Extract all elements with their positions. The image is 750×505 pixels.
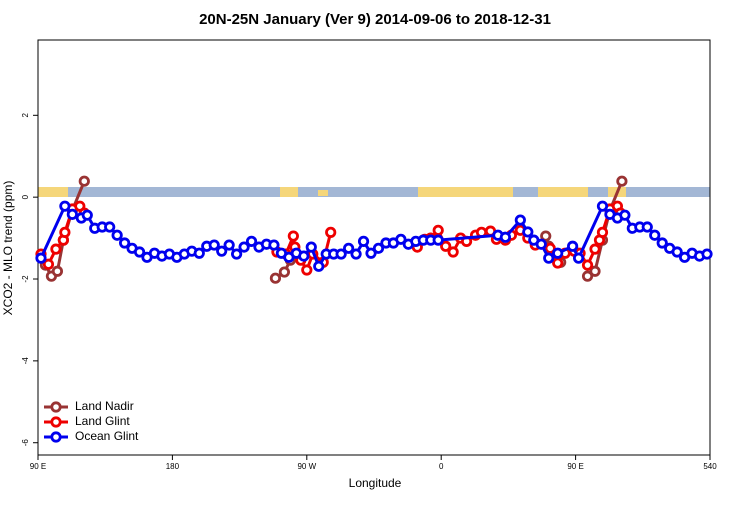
data-point xyxy=(193,247,205,259)
legend-label: Land Nadir xyxy=(75,399,134,413)
data-point xyxy=(589,265,601,277)
data-point xyxy=(543,252,555,264)
data-point xyxy=(552,247,564,259)
data-point xyxy=(372,242,385,254)
x-axis-label: Longitude xyxy=(349,476,402,490)
y-tick-label: -4 xyxy=(21,357,30,365)
data-point xyxy=(535,238,547,250)
data-point xyxy=(641,221,653,233)
data-point xyxy=(671,246,683,258)
data-point xyxy=(649,229,661,241)
x-tick-label: 540 xyxy=(703,462,717,471)
data-point xyxy=(305,241,317,253)
data-point xyxy=(51,265,64,277)
data-point xyxy=(119,237,131,249)
data-point xyxy=(572,252,585,264)
data-point xyxy=(596,226,609,238)
data-point xyxy=(287,230,299,242)
y-tick-label: 0 xyxy=(21,194,30,199)
x-tick-label: 0 xyxy=(439,462,444,471)
data-point xyxy=(701,248,713,260)
data-point xyxy=(208,239,220,251)
data-point xyxy=(238,241,250,253)
legend-marker xyxy=(50,431,62,443)
data-point xyxy=(656,237,668,249)
y-axis-label: XCO2 - MLO trend (ppm) xyxy=(1,181,15,316)
data-point xyxy=(335,248,347,260)
data-point xyxy=(567,240,579,252)
data-point xyxy=(231,248,243,260)
data-point xyxy=(81,209,93,221)
data-point xyxy=(50,243,62,255)
data-point xyxy=(59,226,71,238)
data-point xyxy=(540,230,552,242)
data-point xyxy=(298,250,310,262)
data-point xyxy=(499,231,512,243)
data-point xyxy=(66,208,78,220)
data-point xyxy=(552,257,564,269)
data-point xyxy=(616,175,628,187)
x-tick-label: 90 W xyxy=(297,462,316,471)
data-point xyxy=(544,242,556,254)
legend-label: Ocean Glint xyxy=(75,429,139,443)
data-point xyxy=(343,242,355,254)
data-point xyxy=(223,239,235,251)
x-tick-label: 180 xyxy=(166,462,180,471)
chart-title: 20N-25N January (Ver 9) 2014-09-06 to 20… xyxy=(199,11,551,28)
map-strip xyxy=(38,187,710,197)
x-tick-label: 90 E xyxy=(30,462,46,471)
data-point xyxy=(313,260,325,272)
y-tick-label: -6 xyxy=(21,439,30,447)
data-point xyxy=(325,226,337,238)
data-point xyxy=(350,248,362,260)
data-point xyxy=(440,240,452,252)
plot-frame xyxy=(37,39,711,456)
data-point xyxy=(619,209,631,221)
y-tick-label: 2 xyxy=(21,113,30,118)
legend-marker xyxy=(50,416,62,428)
data-point xyxy=(78,175,90,187)
legend-label: Land Glint xyxy=(75,414,130,428)
y-tick-label: -2 xyxy=(21,275,30,283)
data-point xyxy=(589,243,601,255)
data-point xyxy=(581,259,594,271)
data-point xyxy=(133,246,146,258)
data-point xyxy=(104,221,116,233)
data-point xyxy=(245,235,258,247)
data-point xyxy=(269,272,282,284)
data-point xyxy=(357,235,370,247)
data-point xyxy=(278,266,290,278)
legend-marker xyxy=(50,401,62,413)
data-point xyxy=(447,246,459,258)
data-point xyxy=(514,214,526,226)
data-point xyxy=(365,247,377,259)
data-point xyxy=(301,264,313,276)
data-point xyxy=(432,224,444,236)
x-tick-label: 90 E xyxy=(567,462,583,471)
data-point xyxy=(432,234,444,246)
data-point xyxy=(42,258,55,270)
data-point xyxy=(268,239,280,251)
data-point xyxy=(216,245,228,257)
data-point xyxy=(111,229,123,241)
data-point xyxy=(395,233,407,245)
data-point xyxy=(35,252,47,264)
data-point xyxy=(581,270,594,282)
data-point xyxy=(522,226,534,238)
data-point xyxy=(59,200,71,212)
data-point xyxy=(596,200,609,212)
